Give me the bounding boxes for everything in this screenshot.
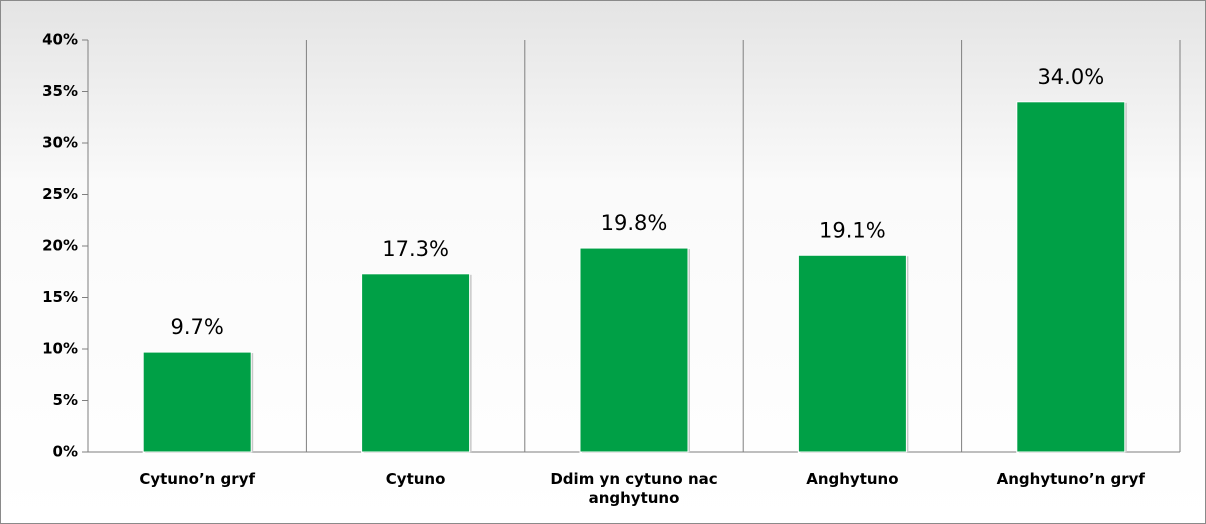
y-tick-label: 40% <box>42 31 78 49</box>
y-tick-label: 35% <box>42 82 78 100</box>
x-tick-label: Cytuno’n gryf <box>139 470 256 488</box>
value-label: 17.3% <box>382 237 449 261</box>
value-label: 34.0% <box>1037 65 1104 89</box>
y-tick-label: 0% <box>53 443 78 461</box>
bar <box>1016 101 1126 453</box>
bar <box>361 273 471 453</box>
x-tick-label: Anghytuno’n gryf <box>996 470 1145 488</box>
value-label: 19.8% <box>601 211 668 235</box>
y-tick-label: 25% <box>42 185 78 203</box>
value-label: 19.1% <box>819 218 886 242</box>
x-tick-label: Anghytuno <box>806 470 899 488</box>
value-label: 9.7% <box>171 315 224 339</box>
bar <box>142 351 252 453</box>
bar <box>797 254 907 453</box>
bar <box>579 247 689 453</box>
x-tick-label: Cytuno <box>385 470 446 488</box>
x-tick-label: Ddim yn cytuno nac anghytuno <box>550 470 718 507</box>
y-tick-label: 5% <box>53 391 78 409</box>
y-tick-label: 30% <box>42 134 78 152</box>
y-tick-label: 20% <box>42 237 78 255</box>
y-tick-label: 15% <box>42 288 78 306</box>
y-tick-label: 10% <box>42 340 78 358</box>
